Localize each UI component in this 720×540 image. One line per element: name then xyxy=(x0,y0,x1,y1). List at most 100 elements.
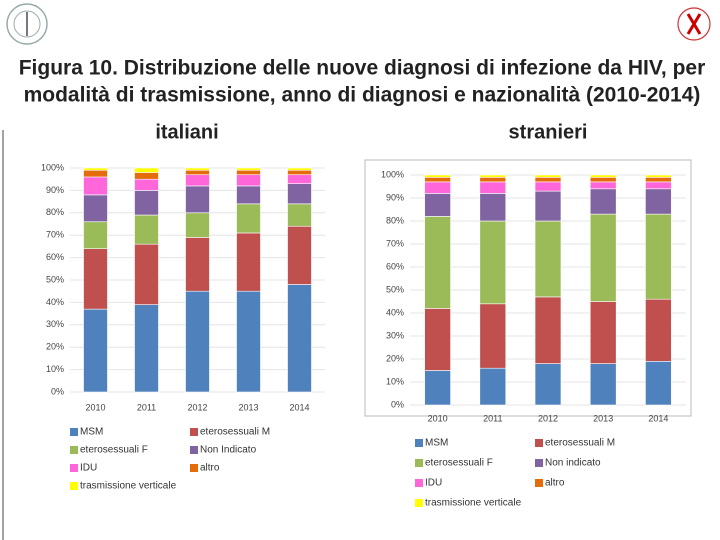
bar-segment xyxy=(185,167,210,171)
y-tick-label: 10% xyxy=(386,376,404,386)
bar-segment xyxy=(645,360,672,406)
bar-segment xyxy=(83,248,108,310)
x-tick-label: 2013 xyxy=(238,402,258,412)
x-tick-label: 2014 xyxy=(648,413,668,423)
bar-segment xyxy=(424,193,451,217)
legend-label: eterosessuali F xyxy=(425,458,493,469)
bar-segment xyxy=(236,203,261,234)
bar-segment xyxy=(134,172,159,180)
legend-label: eterosessuali M xyxy=(200,427,270,438)
bar-segment xyxy=(134,190,159,216)
legend-label: MSM xyxy=(80,427,103,438)
y-tick-label: 30% xyxy=(386,330,404,340)
bar-segment xyxy=(534,363,562,406)
bar-segment xyxy=(287,203,312,227)
legend-swatch xyxy=(190,464,198,472)
y-tick-label: 0% xyxy=(51,386,64,396)
bar-segment xyxy=(236,290,261,393)
y-tick-label: 50% xyxy=(46,274,64,284)
legend-label: altro xyxy=(200,463,220,474)
bar-segment xyxy=(185,174,210,187)
x-tick-label: 2011 xyxy=(137,402,156,412)
bar-segment xyxy=(134,304,159,393)
chart-title: italiani xyxy=(155,121,218,143)
y-tick-label: 80% xyxy=(46,207,64,217)
bar-segment xyxy=(83,221,108,249)
bar-segment xyxy=(589,213,617,302)
bar-segment xyxy=(287,284,312,393)
bar-segment xyxy=(134,167,159,173)
legend-swatch xyxy=(190,446,198,454)
bar-segment xyxy=(479,367,507,406)
legend-label: IDU xyxy=(80,463,97,474)
y-tick-label: 50% xyxy=(386,284,404,294)
legend-swatch xyxy=(535,479,543,487)
bar-segment xyxy=(424,370,451,406)
bar-segment xyxy=(534,174,562,178)
legend-swatch xyxy=(70,428,78,436)
bar-segment xyxy=(534,181,562,192)
bar-segment xyxy=(83,167,108,171)
y-tick-label: 70% xyxy=(46,230,64,240)
legend-swatch xyxy=(415,499,423,507)
x-tick-label: 2014 xyxy=(289,402,309,412)
legend-label: eterosessuali F xyxy=(80,445,148,456)
legend-label: trasmissione verticale xyxy=(425,498,522,509)
bar-segment xyxy=(185,212,210,238)
bar-segment xyxy=(134,243,159,305)
logo-right xyxy=(677,7,711,41)
bar-segment xyxy=(589,177,617,183)
bar-segment xyxy=(534,190,562,222)
bar-segment xyxy=(236,185,261,205)
bar-segment xyxy=(534,177,562,183)
bar-segment xyxy=(236,169,261,176)
bar-segment xyxy=(83,194,108,223)
chart-title: stranieri xyxy=(509,121,588,143)
legend-label: IDU xyxy=(425,478,442,489)
legend-swatch xyxy=(70,446,78,454)
bar-segment xyxy=(645,213,672,300)
bar-segment xyxy=(83,308,108,393)
y-tick-label: 90% xyxy=(46,185,64,195)
y-tick-label: 100% xyxy=(381,169,404,179)
bar-segment xyxy=(83,176,108,196)
logo-left xyxy=(6,3,48,45)
legend-swatch xyxy=(415,439,423,447)
legend-label: trasmissione verticale xyxy=(80,481,177,492)
legend-label: altro xyxy=(545,478,565,489)
legend-label: MSM xyxy=(425,438,448,449)
y-tick-label: 70% xyxy=(386,238,404,248)
bar-segment xyxy=(479,303,507,369)
legend-label: Non indicato xyxy=(545,458,601,469)
bar-segment xyxy=(185,185,210,214)
bar-segment xyxy=(185,169,210,176)
y-tick-label: 0% xyxy=(391,399,404,409)
bar-segment xyxy=(534,220,562,298)
legend-label: Non Indicato xyxy=(200,445,257,456)
y-tick-label: 80% xyxy=(386,215,404,225)
bar-segment xyxy=(134,178,159,191)
bar-segment xyxy=(236,167,261,171)
bar-segment xyxy=(479,174,507,178)
bar-segment xyxy=(287,167,312,171)
slide-title: modalità di trasmissione, anno di diagno… xyxy=(24,84,701,107)
y-tick-label: 60% xyxy=(386,261,404,271)
bar-segment xyxy=(424,308,451,371)
x-tick-label: 2010 xyxy=(428,413,448,423)
y-tick-label: 30% xyxy=(46,319,64,329)
legend-label: eterosessuali M xyxy=(545,438,615,449)
plot-frame xyxy=(364,159,692,417)
bar-segment xyxy=(534,296,562,364)
bar-segment xyxy=(645,177,672,183)
y-tick-label: 20% xyxy=(386,353,404,363)
bar-segment xyxy=(185,237,210,292)
bar-segment xyxy=(479,181,507,194)
y-tick-label: 20% xyxy=(46,342,64,352)
bar-segment xyxy=(645,174,672,178)
bar-segment xyxy=(83,169,108,178)
y-tick-label: 90% xyxy=(386,192,404,202)
legend-swatch xyxy=(415,479,423,487)
y-tick-label: 10% xyxy=(46,364,64,374)
bar-segment xyxy=(479,220,507,305)
